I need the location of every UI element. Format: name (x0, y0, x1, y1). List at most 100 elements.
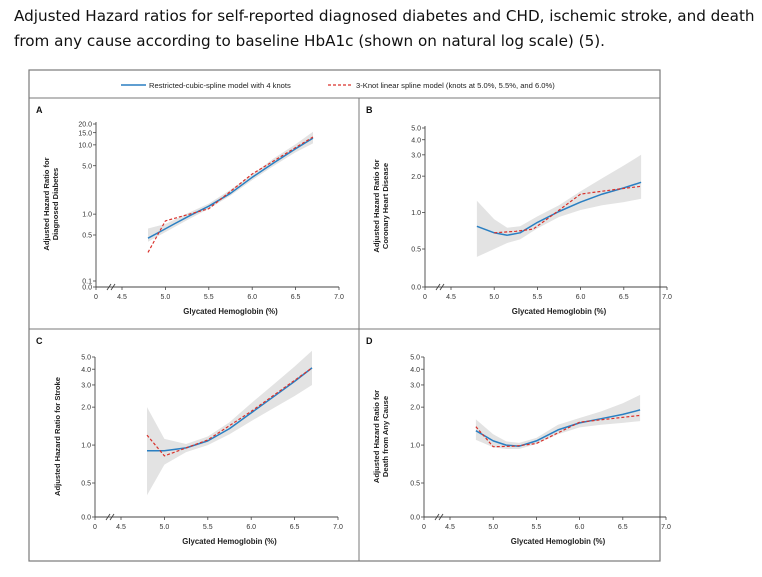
y-axis-label-line: Adjusted Hazard Ratio for (372, 159, 381, 252)
y-axis-label-line: Adjusted Hazard Ratio for (372, 390, 381, 483)
y-axis-label-line: Death from Any Cause (381, 396, 390, 477)
x-tick-label: 5.5 (203, 524, 213, 531)
x-axis-label: Glycated Hemoglobin (%) (512, 307, 607, 316)
x-tick-label: 5.5 (204, 294, 214, 301)
y-tick-label: 0.0 (410, 515, 420, 522)
y-tick-label: 0.5 (411, 247, 421, 254)
y-tick-label: 4.0 (411, 137, 421, 144)
y-axis-label-line: Diagnosed Diabetes (51, 168, 60, 241)
y-tick-label: 0.0 (81, 515, 91, 522)
y-tick-label: 5.0 (411, 126, 421, 133)
legend: Restricted-cubic-spline model with 4 kno… (121, 81, 555, 90)
x-axis-label: Glycated Hemoglobin (%) (183, 307, 278, 316)
x-tick-label: 7.0 (662, 294, 672, 301)
y-tick-label: 1.0 (410, 443, 420, 450)
y-axis-label-line: Adjusted Hazard Ratio for Stroke (53, 377, 62, 496)
y-tick-label: 4.0 (81, 367, 91, 374)
x-tick-label: 5.0 (488, 524, 498, 531)
axis-break-mark (435, 283, 441, 291)
x-tick-label: 0 (93, 524, 97, 531)
panel-d: D Adjusted Hazard Ratio forDeath from Any… (366, 336, 671, 546)
axis-break-mark (110, 283, 116, 291)
series-line-rcs (475, 409, 641, 447)
x-tick-label: 5.0 (161, 294, 171, 301)
x-tick-label: 5.0 (489, 294, 499, 301)
y-tick-label: 3.0 (410, 383, 420, 390)
caption-line-2: from any cause according to baseline HbA… (14, 32, 606, 50)
panel-label: D (366, 336, 373, 346)
x-tick-label: 0 (422, 524, 426, 531)
panel-label: C (36, 336, 43, 346)
y-tick-label: 1.0 (82, 212, 92, 219)
y-axis-label: Adjusted Hazard Ratio for Stroke (53, 377, 62, 496)
series-line-linear (146, 367, 313, 457)
y-axis-label-line: Adjusted Hazard Ratio for (42, 157, 51, 250)
y-tick-label: 1.0 (411, 210, 421, 217)
panel-b: B Adjusted Hazard Ratio forCoronary Heart… (366, 105, 672, 316)
x-tick-label: 6.0 (575, 524, 585, 531)
axis-break-mark (109, 513, 115, 521)
y-tick-label: 0.5 (410, 481, 420, 488)
y-tick-label: 0.5 (82, 233, 92, 240)
y-tick-label: 5.0 (82, 163, 92, 170)
x-tick-label: 0 (423, 294, 427, 301)
panel-label: B (366, 105, 373, 115)
y-tick-label: 10.0 (78, 142, 92, 149)
y-tick-label: 0.1 (82, 279, 92, 286)
panel-c: C Adjusted Hazard Ratio for Stroke 0.0 0.5 1… (36, 336, 343, 546)
y-axis-label: Adjusted Hazard Ratio forCoronary Heart … (372, 159, 390, 252)
y-tick-label: 0.5 (81, 481, 91, 488)
x-tick-label: 6.0 (247, 294, 257, 301)
x-tick-label: 0 (94, 294, 98, 301)
y-tick-label: 5.0 (81, 355, 91, 362)
x-axis-label: Glycated Hemoglobin (%) (182, 537, 277, 546)
x-tick-label: 4.5 (117, 294, 127, 301)
legend-label-linear: 3-Knot linear spline model (knots at 5.0… (356, 81, 555, 90)
axis-break-mark (105, 513, 111, 521)
x-axis-label: Glycated Hemoglobin (%) (511, 537, 606, 546)
y-tick-label: 3.0 (81, 383, 91, 390)
y-tick-label: 0.0 (82, 285, 92, 292)
x-tick-label: 5.5 (533, 294, 543, 301)
y-tick-label: 1.0 (81, 443, 91, 450)
series-line-rcs (476, 181, 642, 236)
y-tick-label: 2.0 (410, 405, 420, 412)
confidence-band (147, 350, 312, 496)
axis-break-mark (439, 283, 445, 291)
figure-caption: Adjusted Hazard ratios for self-reported… (14, 4, 755, 54)
series-line-linear (475, 414, 641, 448)
confidence-band (475, 394, 641, 449)
x-tick-label: 6.5 (619, 294, 629, 301)
y-axis-label-line: Coronary Heart Disease (381, 163, 390, 249)
x-tick-label: 7.0 (334, 294, 344, 301)
x-tick-label: 7.0 (661, 524, 671, 531)
y-axis-label: Adjusted Hazard Ratio forDiagnosed Diabe… (42, 157, 60, 250)
x-tick-label: 4.5 (446, 294, 456, 301)
axis-break-mark (438, 513, 444, 521)
y-axis-label: Adjusted Hazard Ratio forDeath from Any … (372, 390, 390, 483)
y-tick-label: 3.0 (411, 152, 421, 159)
y-tick-label: 2.0 (81, 405, 91, 412)
axis-break-mark (434, 513, 440, 521)
y-tick-label: 2.0 (411, 174, 421, 181)
x-tick-label: 6.0 (576, 294, 586, 301)
x-tick-label: 4.5 (445, 524, 455, 531)
x-tick-label: 4.5 (116, 524, 126, 531)
series-line-linear (494, 185, 642, 234)
y-tick-label: 15.0 (78, 130, 92, 137)
series-line-rcs (147, 367, 313, 452)
series-line-linear (147, 136, 314, 253)
panel-label: A (36, 105, 43, 115)
y-tick-label: 5.0 (410, 355, 420, 362)
axis-break-mark (106, 283, 112, 291)
x-tick-label: 7.0 (333, 524, 343, 531)
x-tick-label: 6.0 (246, 524, 256, 531)
x-tick-label: 5.5 (532, 524, 542, 531)
confidence-band (476, 154, 642, 257)
y-tick-label: 0.0 (411, 285, 421, 292)
x-tick-label: 5.0 (160, 524, 170, 531)
figure-frame (28, 69, 661, 562)
caption-line-1: Adjusted Hazard ratios for self-reported… (14, 7, 755, 25)
